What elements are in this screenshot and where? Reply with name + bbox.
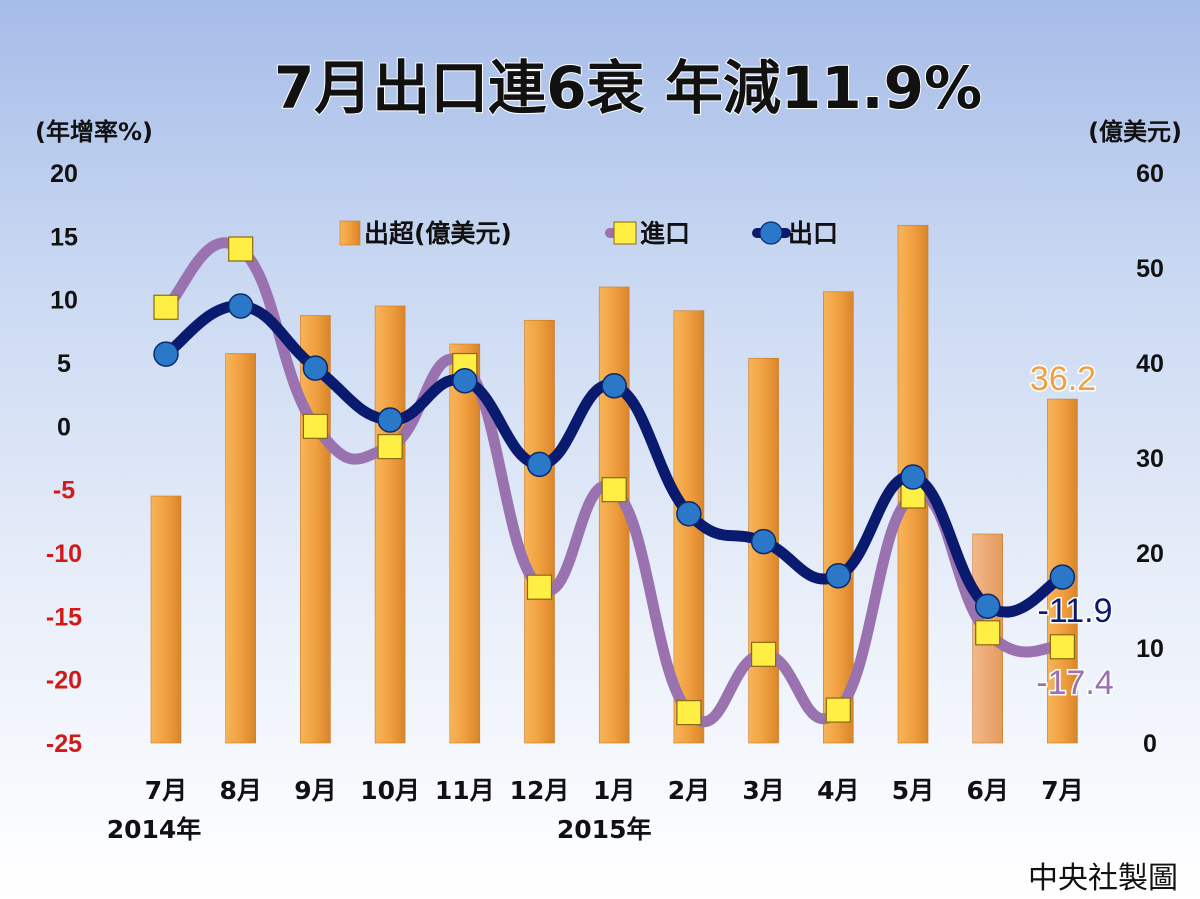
- import-marker: [1049, 634, 1076, 660]
- export-marker: [153, 341, 179, 367]
- legend-label-export: 出口: [788, 219, 838, 248]
- surplus-bar: [300, 315, 331, 744]
- left-tick-label: -10: [46, 540, 82, 568]
- data-annotations: 36.2 -11.9 -17.4: [1028, 359, 1115, 704]
- growth-rate-lines: [153, 236, 1076, 727]
- right-tick-label: 60: [1136, 160, 1164, 188]
- export-marker: [750, 528, 777, 555]
- legend-label-surplus: 出超(億美元): [364, 219, 512, 248]
- year-label: 2014年: [107, 815, 202, 844]
- export-marker: [377, 407, 403, 433]
- category-label: 2月: [668, 776, 710, 805]
- import-marker: [228, 236, 254, 262]
- left-tick-label: 15: [50, 223, 78, 251]
- export-marker: [900, 464, 926, 490]
- export-marker: [676, 500, 702, 527]
- category-label: 7月: [1041, 776, 1083, 805]
- year-labels: 2014年 2015年: [107, 815, 652, 844]
- year-label: 2015年: [557, 815, 652, 844]
- export-marker: [302, 355, 329, 381]
- export-marker: [974, 593, 1001, 619]
- export-marker: [526, 451, 553, 478]
- right-tick-label: 10: [1136, 635, 1164, 663]
- left-tick-label: -5: [53, 477, 75, 505]
- import-marker: [302, 413, 328, 439]
- right-tick-label: 30: [1136, 445, 1164, 473]
- category-label: 3月: [742, 776, 784, 805]
- export-marker: [825, 563, 852, 589]
- legend-marker-export: [759, 221, 783, 245]
- export-marker: [1049, 564, 1076, 590]
- surplus-bar: [449, 343, 481, 744]
- data-label: 36.2: [1030, 360, 1096, 398]
- left-tick-label: 5: [57, 350, 71, 378]
- export-marker: [452, 367, 478, 394]
- left-tick-label: -25: [46, 730, 82, 758]
- category-label: 9月: [294, 776, 336, 805]
- surplus-bar: [225, 353, 256, 744]
- legend-swatch-surplus: [339, 220, 361, 246]
- category-label: 8月: [219, 776, 261, 805]
- category-axis-labels: 7月 8月 9月 10月 11月 12月 1月 2月 3月 4月 5月 6月 7月: [145, 776, 1084, 805]
- legend-label-import: 進口: [640, 219, 690, 248]
- import-marker: [975, 620, 1001, 646]
- import-marker: [601, 477, 627, 503]
- left-tick-label: 10: [50, 287, 78, 315]
- surplus-bar: [374, 305, 406, 744]
- category-label: 6月: [966, 776, 1008, 805]
- left-axis-label: (年增率%): [35, 118, 153, 146]
- right-axis-label: (億美元): [1088, 118, 1182, 146]
- category-label: 12月: [510, 776, 570, 805]
- surplus-bar: [524, 319, 555, 744]
- right-tick-label: 0: [1143, 730, 1157, 758]
- left-tick-label: -20: [46, 667, 82, 695]
- surplus-bar: [150, 495, 182, 744]
- category-label: 10月: [360, 776, 420, 805]
- right-tick-label: 40: [1136, 350, 1164, 378]
- data-label: -17.4: [1036, 664, 1114, 702]
- chart-title: 7月出口連6衰 年減11.9%: [274, 54, 982, 122]
- import-marker: [377, 434, 403, 460]
- category-label: 1月: [593, 776, 635, 805]
- export-marker: [227, 293, 254, 319]
- right-tick-label: 20: [1136, 540, 1164, 568]
- export-marker: [601, 373, 627, 399]
- import-marker: [825, 697, 851, 723]
- data-label: -11.9: [1038, 592, 1113, 630]
- left-tick-label: 0: [57, 413, 71, 441]
- right-tick-label: 50: [1136, 255, 1164, 283]
- category-label: 7月: [145, 776, 187, 805]
- category-label: 5月: [892, 776, 934, 805]
- import-marker: [526, 574, 553, 600]
- import-marker: [676, 699, 702, 726]
- chart-legend: 出超(億美元) 進口 出口: [339, 219, 838, 248]
- left-tick-label: -15: [46, 603, 82, 631]
- category-label: 4月: [817, 776, 859, 805]
- import-marker: [750, 641, 777, 667]
- credit-label: 中央社製圖: [1028, 861, 1178, 896]
- category-label: 11月: [435, 776, 495, 805]
- surplus-bar: [822, 291, 854, 744]
- import-marker: [153, 294, 179, 320]
- right-axis-ticks: 60 50 40 30 20 10 0: [1136, 160, 1164, 758]
- left-axis-ticks: 20 15 10 5 0 -5 -10 -15 -20 -25: [46, 160, 82, 758]
- left-tick-label: 20: [50, 160, 78, 188]
- legend-marker-import: [613, 221, 637, 245]
